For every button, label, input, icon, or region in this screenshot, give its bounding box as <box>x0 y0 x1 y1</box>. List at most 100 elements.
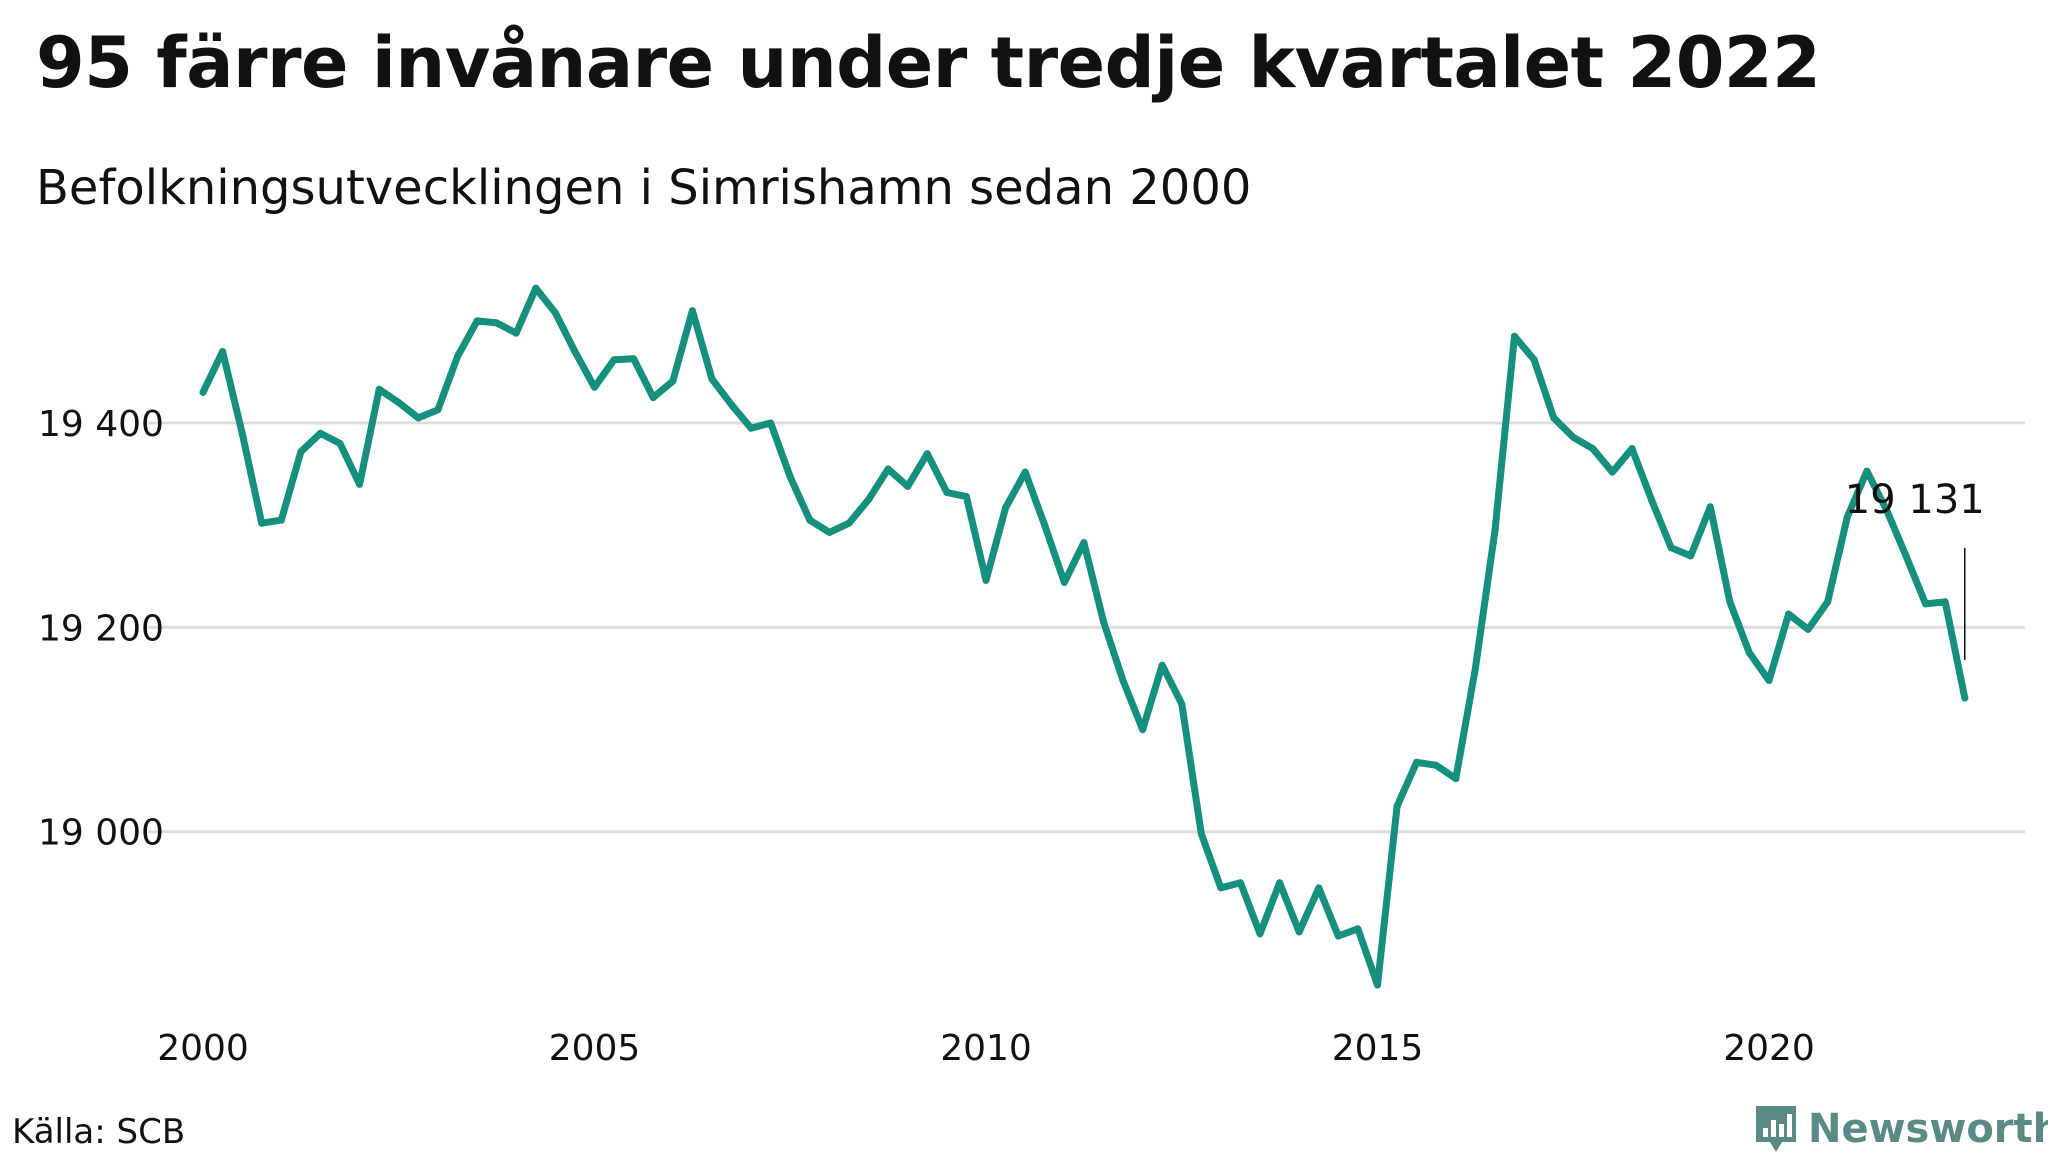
data-point <box>845 519 853 527</box>
data-point <box>1608 468 1616 476</box>
data-point <box>962 493 970 501</box>
y-tick-label-0: 19 000 <box>38 813 164 854</box>
data-point <box>1804 625 1812 633</box>
data-point <box>786 473 794 481</box>
data-point <box>1452 775 1460 783</box>
data-point <box>865 496 872 504</box>
data-point <box>1883 506 1890 514</box>
data-point <box>630 355 638 363</box>
y-tick-label-2: 19 400 <box>38 404 164 445</box>
data-point <box>1413 758 1421 766</box>
data-point <box>1863 467 1871 475</box>
data-point <box>493 319 501 327</box>
data-point <box>1158 661 1166 669</box>
data-point <box>884 465 892 473</box>
data-point <box>1119 677 1127 684</box>
data-point <box>512 329 520 337</box>
data-point <box>1706 503 1714 511</box>
data-point <box>1276 879 1284 887</box>
data-point <box>825 528 833 536</box>
data-point <box>316 429 324 437</box>
data-point <box>571 348 579 355</box>
data-point <box>1550 414 1558 422</box>
data-point <box>1060 578 1068 586</box>
data-point <box>277 516 285 524</box>
data-point <box>1530 356 1538 364</box>
y-axis-tick-labels: 19 000 19 200 19 400 <box>38 404 164 854</box>
data-point <box>1354 925 1362 933</box>
data-point <box>1726 598 1734 606</box>
data-point <box>1178 700 1186 708</box>
data-point <box>708 375 716 383</box>
chart-subtitle: Befolkningsutvecklingen i Simrishamn sed… <box>36 160 1252 216</box>
data-point <box>473 317 481 325</box>
data-point <box>767 419 775 427</box>
data-point <box>532 284 540 292</box>
annotation-label: 19 131 <box>1845 477 1985 523</box>
data-point <box>1569 433 1577 441</box>
source-note: Källa: SCB <box>12 1112 186 1152</box>
y-tick-label-1: 19 200 <box>38 608 164 649</box>
data-point <box>551 309 559 317</box>
newsworthy-logo-icon <box>1756 1106 1796 1152</box>
data-point <box>434 406 442 414</box>
data-point <box>414 414 422 422</box>
data-point <box>1902 552 1910 560</box>
data-point <box>375 385 383 393</box>
x-tick-label-0: 2000 <box>157 1028 249 1069</box>
brand-logo: Newsworthy <box>1752 1102 2048 1156</box>
x-tick-label-2: 2010 <box>940 1028 1032 1069</box>
data-point <box>1080 539 1088 547</box>
data-point <box>356 480 364 488</box>
series-lines <box>199 284 1969 989</box>
data-point <box>1667 544 1675 552</box>
data-point <box>1824 598 1832 606</box>
data-point <box>1139 726 1147 734</box>
data-point <box>806 516 814 524</box>
data-point <box>1041 521 1049 529</box>
data-point <box>1589 445 1597 453</box>
x-tick-label-3: 2015 <box>1332 1028 1424 1069</box>
data-point <box>1393 802 1401 810</box>
data-point <box>1197 830 1205 838</box>
data-point <box>1628 445 1636 453</box>
data-point <box>1315 884 1323 892</box>
data-point <box>728 401 735 409</box>
x-axis-tick-labels: 2000 2005 2010 2015 2020 <box>157 1028 1815 1069</box>
data-point <box>1334 932 1342 940</box>
data-point <box>1471 664 1479 672</box>
series-line-0 <box>199 284 1969 989</box>
data-point <box>297 448 305 456</box>
x-tick-label-4: 2020 <box>1723 1028 1815 1069</box>
data-point <box>1511 332 1518 340</box>
data-point <box>1021 468 1029 476</box>
data-point <box>1687 552 1695 560</box>
data-point <box>904 482 912 490</box>
data-point <box>1785 610 1793 618</box>
data-point <box>1961 694 1969 702</box>
data-point <box>982 576 990 584</box>
data-point <box>1941 598 1949 606</box>
data-point <box>1432 761 1440 769</box>
data-point <box>336 440 344 447</box>
data-point <box>688 307 696 315</box>
data-point <box>1217 884 1225 892</box>
data-point <box>1648 496 1655 504</box>
data-point <box>1295 928 1303 936</box>
chart-title: 95 färre invånare under tredje kvartalet… <box>36 22 1821 104</box>
x-tick-label-1: 2005 <box>549 1028 641 1069</box>
data-point <box>238 429 246 437</box>
data-point <box>649 394 657 401</box>
data-point <box>395 399 403 407</box>
data-point <box>610 356 618 364</box>
data-point <box>219 348 227 355</box>
data-point <box>943 489 951 496</box>
data-point <box>1843 513 1851 521</box>
data-point <box>1374 981 1381 989</box>
data-point <box>669 377 677 385</box>
data-point <box>1002 504 1010 512</box>
gridlines <box>148 421 2025 834</box>
data-point <box>454 353 461 361</box>
end-value-annotation: 19 131 <box>1845 477 1985 660</box>
